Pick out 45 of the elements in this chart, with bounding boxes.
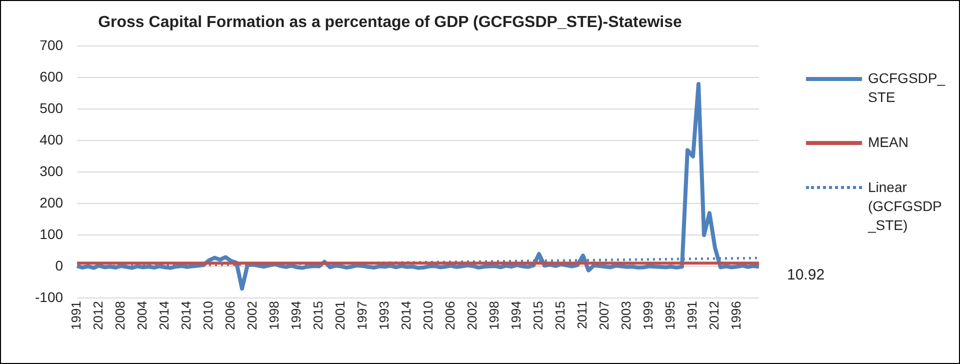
- y-tick-label: 200: [40, 194, 64, 210]
- x-tick-label: 2002: [464, 301, 480, 330]
- x-tick-label: 2002: [244, 301, 260, 330]
- legend-label: Linear (GCFGSDP_STE): [868, 178, 943, 235]
- x-tick-label: 2015: [310, 301, 326, 330]
- y-tick-label: 600: [40, 68, 64, 85]
- x-tick-label: 2003: [618, 301, 634, 330]
- x-tick-label: 1996: [728, 301, 744, 330]
- x-tick-label: 2012: [90, 301, 106, 330]
- x-tick-label: 2010: [420, 301, 436, 330]
- y-tick-label: 300: [40, 163, 64, 179]
- x-tick-label: 2006: [222, 301, 238, 330]
- x-tick-label: 1991: [684, 301, 700, 330]
- x-tick-label: 2011: [574, 301, 590, 330]
- x-tick-label: 1998: [486, 301, 502, 330]
- legend-label: GCFGSDP_STE: [868, 69, 946, 107]
- x-tick-label: 2015: [530, 301, 546, 330]
- x-tick-label: 2014: [398, 301, 414, 330]
- x-tick-label: 2012: [706, 301, 722, 330]
- x-tick-label: 1993: [376, 301, 392, 330]
- x-tick-label: 1991: [68, 301, 84, 330]
- x-tick-label: 2010: [200, 301, 216, 330]
- x-tick-label: 1999: [640, 301, 656, 330]
- x-tick-label: 1994: [508, 301, 524, 330]
- text: 10.92: [787, 266, 825, 284]
- x-tick-label: 1994: [288, 301, 304, 330]
- y-tick-label: 500: [40, 100, 64, 116]
- x-tick-label: 2006: [442, 301, 458, 330]
- x-tick-label: 2001: [332, 301, 348, 330]
- x-tick-label: 2004: [134, 301, 150, 330]
- x-tick-label: 2014: [156, 301, 172, 330]
- y-tick-label: 0: [55, 257, 64, 274]
- y-tick-label: 100: [40, 226, 64, 242]
- x-tick-label: 1998: [266, 301, 282, 330]
- y-tick-label: 700: [40, 37, 64, 54]
- legend-label: MEAN: [868, 133, 910, 152]
- x-tick-label: 2015: [552, 301, 568, 330]
- x-tick-label: 1995: [662, 301, 678, 330]
- x-tick-label: 2008: [112, 301, 128, 330]
- y-tick-label: -100: [34, 288, 64, 305]
- x-tick-label: 2007: [596, 301, 612, 330]
- x-tick-label: 1997: [354, 301, 370, 330]
- x-tick-label: 2014: [178, 301, 194, 330]
- y-tick-label: 400: [40, 132, 64, 148]
- chart-title: Gross Capital Formation as a percentage of GDP (GCFGSDP_STE)-Statewise: [98, 14, 682, 32]
